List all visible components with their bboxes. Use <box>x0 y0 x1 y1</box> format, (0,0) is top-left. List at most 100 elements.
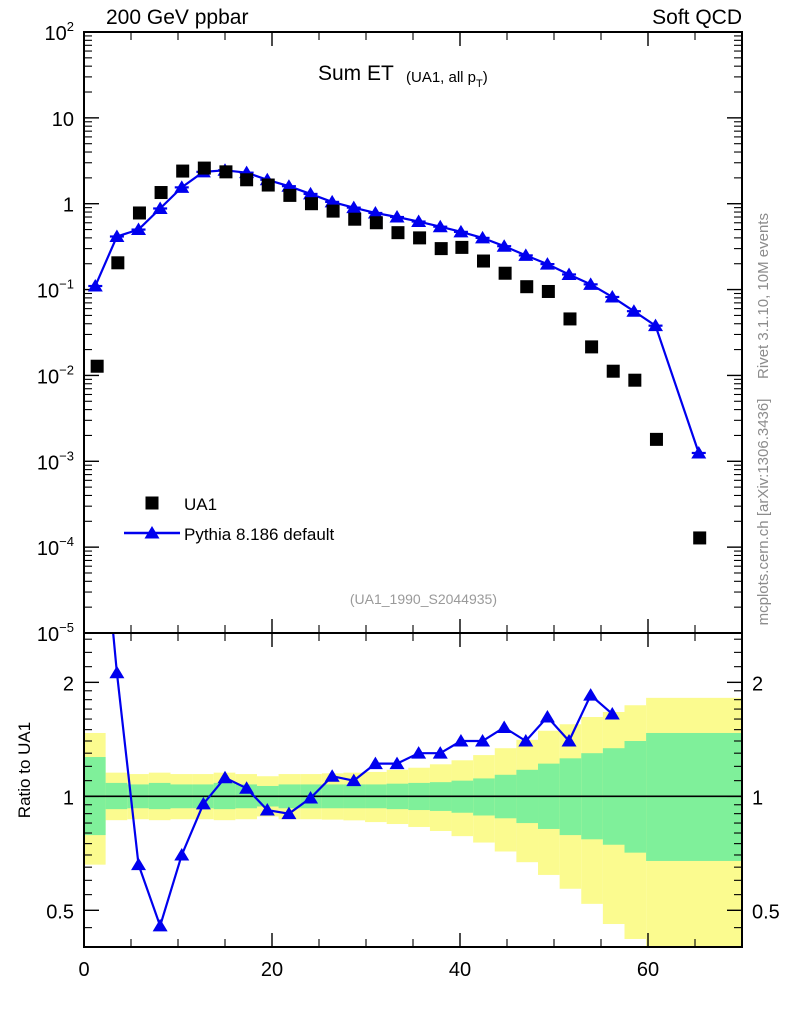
y-tick-label: 1 <box>63 195 74 217</box>
legend-marker-square <box>145 496 159 510</box>
header-row: 200 GeV ppbar Soft QCD <box>106 6 742 29</box>
plot-title-main: Sum ET <box>318 62 394 85</box>
ua1-marker-square <box>348 212 362 226</box>
ratio-y-tick-label-left: 2 <box>63 673 74 695</box>
x-tick-label: 20 <box>261 959 283 981</box>
main-panel: Sum ET (UA1, all pT) 102 10 1 10−1 10−2 10−3 10−… <box>37 19 743 646</box>
mc-marker-triangle <box>411 214 427 228</box>
ratio-marker-triangle <box>432 746 448 759</box>
header-left-label: 200 GeV ppbar <box>106 6 248 29</box>
mc-marker-triangle <box>583 277 599 290</box>
y-tick-label: 10−4 <box>37 534 74 560</box>
mc-marker-triangle <box>87 279 103 292</box>
ua1-marker-square <box>197 161 211 175</box>
ratio-y-tick-label-left: 1 <box>63 787 74 809</box>
ratio-y-axis-title: Ratio to UA1 <box>15 722 34 818</box>
mc-curve <box>94 169 700 454</box>
ratio-y-tick-label-right: 2 <box>752 673 763 695</box>
ua1-marker-square <box>541 284 555 298</box>
mc-marker-triangle <box>109 229 125 243</box>
ratio-marker-triangle <box>475 733 491 747</box>
side-annotations: Rivet 3.1.10, 10M events mcplots.cern.ch … <box>755 213 772 625</box>
ua1-marker-square <box>434 242 448 256</box>
ratio-marker-triangle <box>281 806 297 820</box>
legend-marker-triangle <box>144 526 160 539</box>
ratio-marker-triangle <box>259 803 275 816</box>
ratio-x-axis-ticks: 0 20 40 60 <box>78 633 743 981</box>
ratio-marker-triangle <box>152 918 168 932</box>
ua1-markers <box>90 161 707 545</box>
ua1-marker-square <box>413 231 427 245</box>
mc-marker-triangle <box>648 318 664 332</box>
ratio-marker-triangle <box>367 756 383 770</box>
mc-marker-triangle <box>152 201 168 214</box>
ua1-marker-square <box>219 165 233 179</box>
y-tick-label: 102 <box>45 19 74 45</box>
plot-title: Sum ET (UA1, all pT) <box>318 62 488 90</box>
ratio-marker-triangle <box>217 770 233 784</box>
mc-marker-triangle <box>131 222 147 236</box>
ua1-marker-square <box>283 188 297 202</box>
ratio-marker-triangle <box>496 720 512 733</box>
mc-marker-triangle <box>346 200 362 214</box>
ua1-marker-square <box>132 206 146 220</box>
ua1-marker-square <box>240 173 254 187</box>
ua1-marker-square <box>261 178 275 192</box>
mc-marker-triangle <box>496 239 512 252</box>
mc-marker-triangle <box>539 257 555 270</box>
ratio-marker-triangle <box>453 733 469 747</box>
ua1-marker-square <box>111 256 125 270</box>
analysis-id-watermark: (UA1_1990_S2044935) <box>350 591 497 607</box>
mc-marker-triangle <box>174 180 190 193</box>
ua1-marker-square <box>606 364 620 378</box>
ratio-y-axis-ticks: 2 2 1 1 0.5 0.5 <box>46 638 780 929</box>
ua1-marker-square <box>90 359 104 373</box>
y-tick-label: 10−5 <box>37 620 74 646</box>
ratio-error-bands <box>84 697 742 947</box>
y-tick-label: 10 <box>52 109 74 131</box>
ratio-marker-triangle <box>109 665 125 679</box>
mc-markers <box>87 163 707 459</box>
ua1-marker-square <box>585 340 599 354</box>
ua1-marker-square <box>369 216 383 230</box>
ua1-marker-square <box>520 280 534 294</box>
y-tick-label: 10−3 <box>37 448 74 474</box>
mc-marker-triangle <box>518 248 534 261</box>
ua1-marker-square <box>498 266 512 280</box>
x-tick-label: 40 <box>449 959 471 981</box>
legend-label-ua1: UA1 <box>184 495 217 514</box>
ratio-y-tick-label-left: 0.5 <box>46 901 74 923</box>
main-panel-frame <box>83 31 743 634</box>
ua1-marker-square <box>563 312 577 326</box>
rivet-version-label: Rivet 3.1.10, 10M events <box>755 213 772 379</box>
ratio-marker-triangle <box>346 773 362 787</box>
ratio-marker-triangle <box>389 756 405 770</box>
ua1-marker-square <box>154 186 168 200</box>
ratio-marker-triangle <box>539 709 555 723</box>
mc-marker-triangle <box>691 445 707 459</box>
mc-marker-triangle <box>604 289 620 303</box>
ratio-marker-triangle <box>604 706 620 720</box>
x-tick-label: 60 <box>637 959 659 981</box>
mc-marker-triangle <box>324 194 340 208</box>
ua1-marker-square <box>477 254 490 268</box>
mc-marker-triangle <box>453 224 469 238</box>
ratio-marker-triangle <box>561 733 577 747</box>
ratio-y-tick-label-right: 1 <box>752 787 763 809</box>
main-y-axis-ticks: 102 10 1 10−1 10−2 10−3 10−4 10−5 <box>37 19 742 646</box>
mc-marker-triangle <box>389 210 405 223</box>
ratio-marker-triangle <box>131 857 147 871</box>
ua1-marker-square <box>304 197 318 211</box>
ua1-marker-square <box>693 531 707 545</box>
mcplots-reference-label: mcplots.cern.ch [arXiv:1306.3436] <box>755 399 772 626</box>
ua1-marker-square <box>326 204 340 218</box>
ua1-marker-square <box>176 164 190 178</box>
ratio-marker-triangle <box>411 746 427 759</box>
main-x-axis-ticks <box>83 32 743 633</box>
ua1-marker-square <box>391 226 405 240</box>
mc-marker-triangle <box>281 179 297 192</box>
ratio-marker-triangle <box>239 781 255 794</box>
ratio-marker-triangle <box>303 790 319 804</box>
mc-marker-triangle <box>303 186 319 200</box>
